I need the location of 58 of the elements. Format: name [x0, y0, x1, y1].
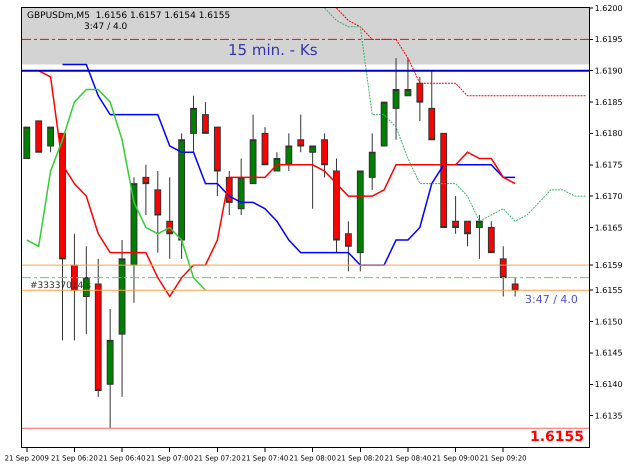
y-tick-label: 1.6175 — [594, 160, 623, 170]
y-tick-label: 1.6195 — [594, 35, 623, 44]
candlestick — [130, 176, 138, 304]
candlestick — [368, 132, 376, 190]
candlestick — [321, 132, 328, 178]
chart-title: GBPUSDm,M5 1.6156 1.6157 1.6154 1.6155 — [27, 11, 230, 21]
candlestick — [94, 258, 102, 398]
candlestick — [178, 132, 186, 260]
ref-line-label: 15 min. - Ks — [228, 41, 318, 59]
y-tick-label: 1.6190 — [594, 66, 623, 76]
candlestick — [488, 220, 495, 254]
y-tick-label: 1.6155 — [594, 286, 623, 296]
candlestick — [154, 170, 162, 254]
y-tick-label: 1.6165 — [594, 223, 623, 232]
candlestick — [118, 240, 126, 398]
candlestick — [262, 126, 268, 166]
candlestick — [142, 164, 150, 216]
candlestick — [297, 114, 304, 153]
candlestick — [214, 126, 221, 197]
candlestick — [476, 214, 483, 260]
candlestick — [333, 158, 340, 254]
candlestick — [23, 126, 30, 160]
text: 3:47 / 4.0 — [84, 22, 128, 32]
y-tick-label: 1.6185 — [594, 98, 623, 107]
y-tick-label: 1.6180 — [594, 129, 623, 138]
candlestick — [452, 196, 460, 234]
y-tick-label: 1.6159 — [594, 260, 623, 270]
candlestick — [250, 114, 257, 184]
line-series — [324, 8, 588, 222]
candlestick — [464, 220, 471, 247]
candlestick — [47, 126, 54, 153]
y-tick-label: 1.6150 — [594, 317, 623, 326]
candlestick — [500, 246, 507, 297]
annotation: 1.6155 — [530, 429, 584, 445]
candlestick — [35, 120, 42, 153]
candlestick — [440, 132, 448, 228]
candlestick — [380, 102, 388, 146]
candlestick — [82, 246, 90, 335]
y-tick-label: 1.6145 — [594, 348, 623, 358]
y-tick-label: 1.6200 — [594, 4, 623, 13]
candlestick — [190, 95, 197, 153]
candlestick — [285, 132, 292, 172]
line-series — [62, 64, 516, 266]
y-tick-label: 1.6135 — [594, 411, 623, 420]
candlestick — [344, 220, 352, 272]
candlestick — [356, 170, 364, 272]
y-tick-label: 1.6140 — [594, 380, 623, 390]
line-series — [26, 88, 206, 291]
candlestick — [238, 158, 245, 216]
candlestick — [512, 277, 519, 297]
candlestick — [202, 102, 209, 134]
candlestick — [392, 58, 400, 140]
candlestick — [106, 308, 114, 429]
annotation: 3:47 / 4.0 — [525, 293, 578, 306]
candlestick — [404, 58, 412, 96]
candlestick — [166, 176, 174, 260]
candlestick — [309, 145, 316, 210]
y-tick-label: 1.6170 — [594, 192, 623, 201]
